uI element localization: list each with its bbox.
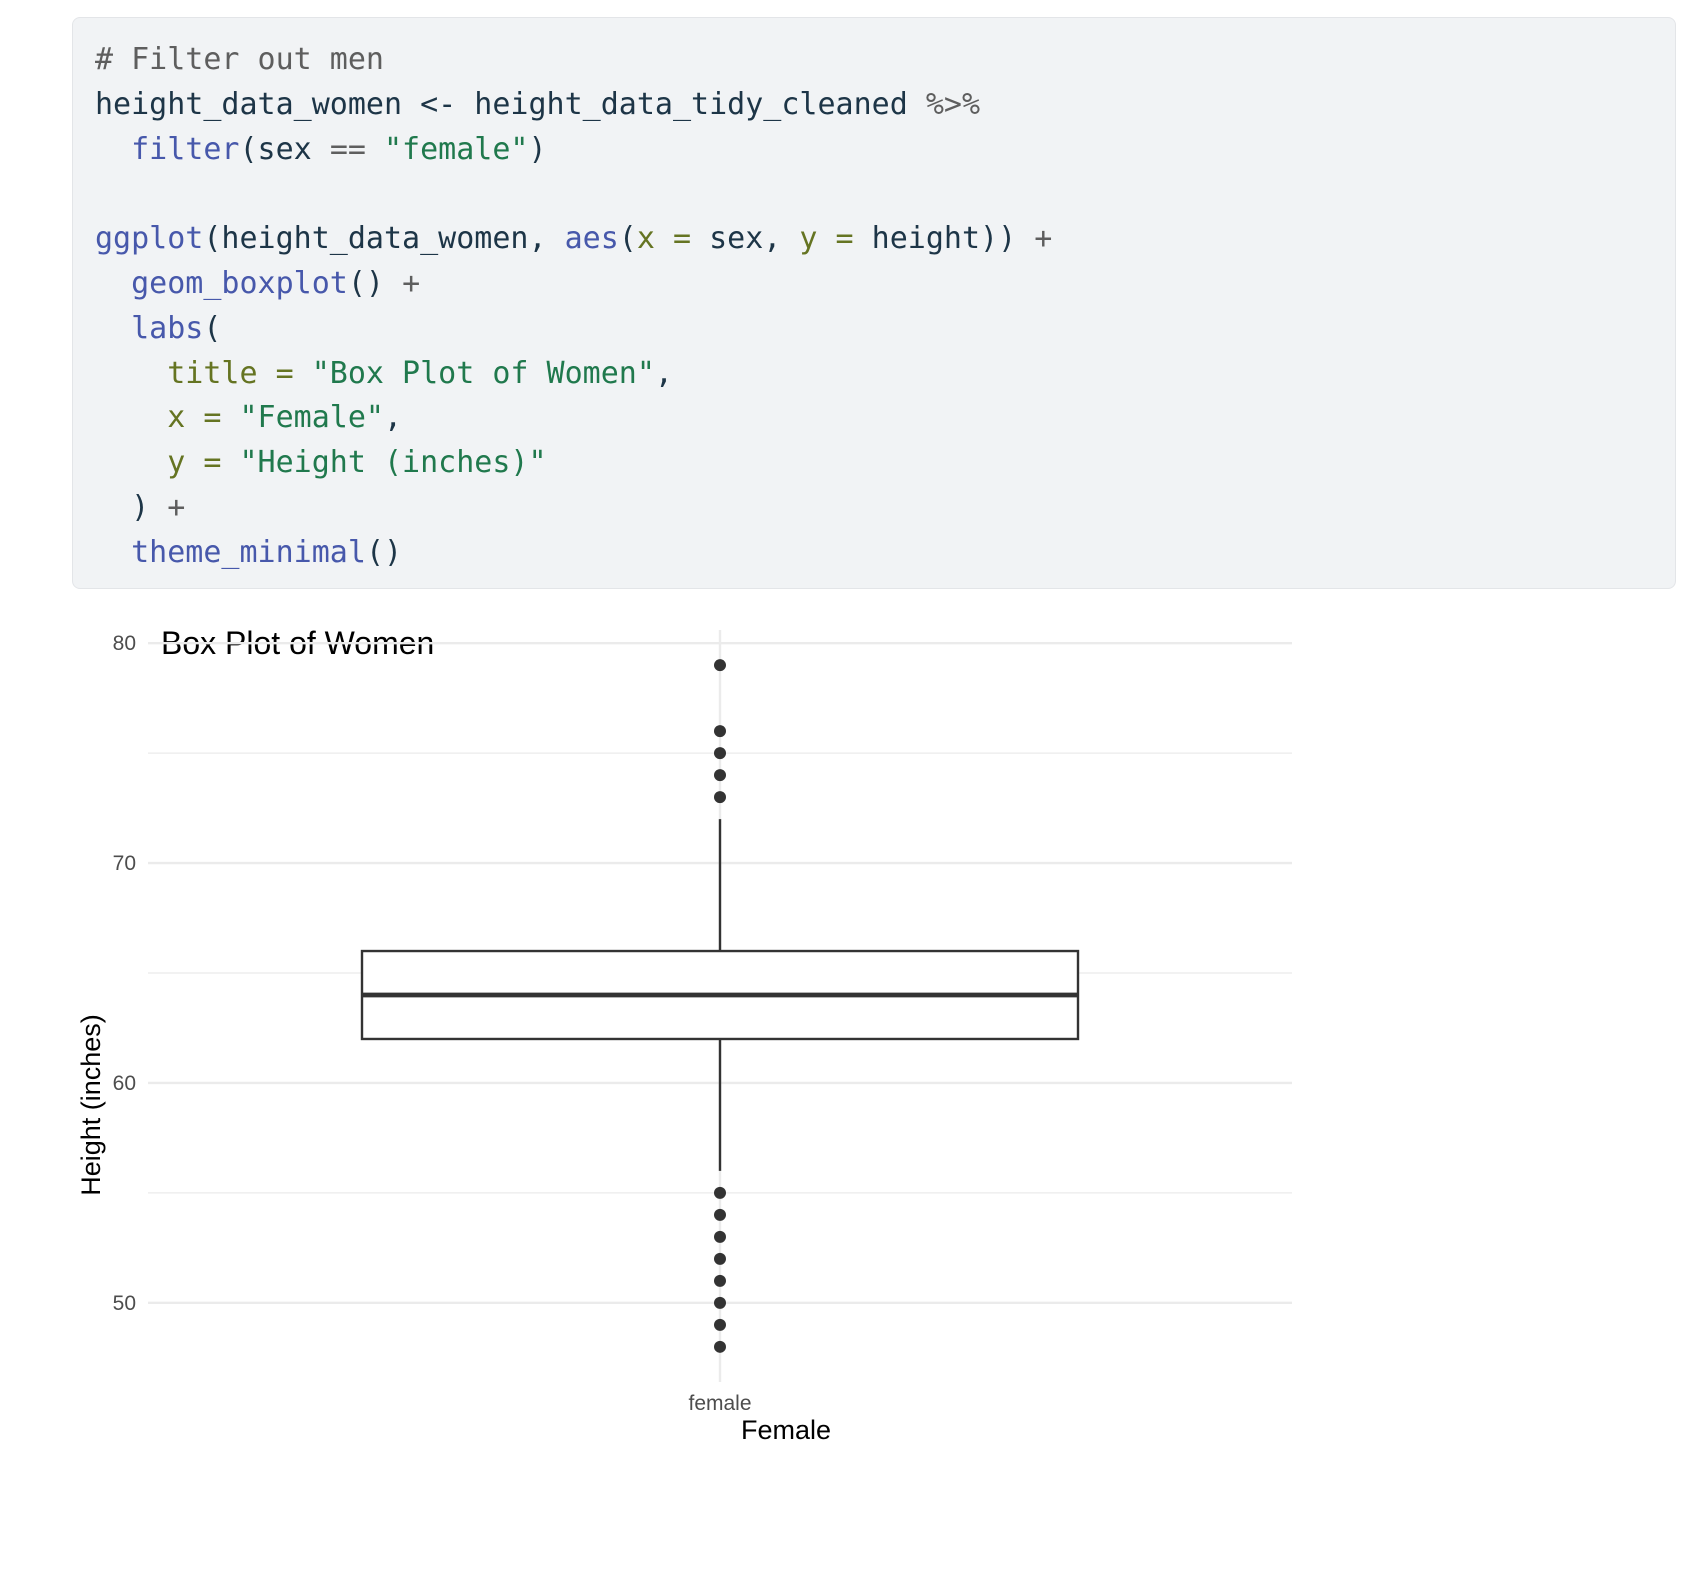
code-line: filter(sex == "female") xyxy=(95,128,1653,173)
outlier-point xyxy=(714,747,726,760)
code-token: sex, xyxy=(691,221,800,257)
x-axis-title: Female xyxy=(741,1415,831,1445)
code-token: x = xyxy=(167,400,222,436)
outlier-point xyxy=(714,1318,726,1331)
code-token: "female" xyxy=(384,131,529,167)
code-line: labs( xyxy=(95,307,1653,352)
code-token: height_data_tidy_cleaned xyxy=(456,86,926,122)
code-line: y = "Height (inches)" xyxy=(95,441,1653,486)
code-token: labs xyxy=(131,310,204,346)
code-token: == xyxy=(329,131,366,167)
code-line: ggplot(height_data_women, aes(x = sex, y… xyxy=(95,217,1653,262)
code-token: aes xyxy=(564,221,619,257)
code-token: <- xyxy=(420,86,457,122)
code-token xyxy=(95,266,131,301)
outlier-point xyxy=(714,725,726,738)
outlier-point xyxy=(714,659,726,672)
code-token: () xyxy=(365,534,403,570)
code-token: + xyxy=(167,489,186,525)
code-line: theme_minimal() xyxy=(95,531,1653,576)
code-token: filter xyxy=(131,131,240,167)
code-token xyxy=(95,535,131,570)
outlier-point xyxy=(714,1340,726,1353)
code-line: height_data_women <- height_data_tidy_cl… xyxy=(95,83,1653,128)
code-token: ( xyxy=(618,221,637,257)
code-token: "Female" xyxy=(239,400,385,436)
y-tick-label: 60 xyxy=(113,1072,136,1095)
code-token: ) xyxy=(528,131,547,167)
y-tick-label: 50 xyxy=(113,1292,136,1315)
code-token: height_data_women xyxy=(95,86,421,122)
code-token xyxy=(95,132,131,167)
outlier-point xyxy=(714,1208,726,1221)
code-token: (sex xyxy=(239,131,330,167)
code-token: + xyxy=(1034,221,1053,257)
outlier-point xyxy=(714,1186,726,1199)
code-token: () xyxy=(347,265,403,301)
outlier-point xyxy=(714,769,726,782)
x-tick-label: female xyxy=(688,1392,751,1415)
code-line: x = "Female", xyxy=(95,396,1653,441)
code-token: ( xyxy=(203,310,222,346)
code-token: + xyxy=(402,265,421,301)
code-token: y = xyxy=(167,445,222,481)
code-line: ) + xyxy=(95,486,1653,531)
y-tick-label: 70 xyxy=(113,852,136,875)
code-line: title = "Box Plot of Women", xyxy=(95,352,1653,397)
code-token xyxy=(95,356,167,391)
code-token: theme_minimal xyxy=(131,534,366,570)
code-token: , xyxy=(384,400,403,436)
code-block[interactable]: # Filter out men height_data_women <- hei… xyxy=(72,17,1676,589)
code-line xyxy=(95,172,1653,217)
code-token: "Box Plot of Women" xyxy=(311,355,655,391)
code-token: # Filter out men xyxy=(95,42,384,77)
code-token: geom_boxplot xyxy=(131,265,348,301)
code-line: geom_boxplot() + xyxy=(95,262,1653,307)
code-token: y = xyxy=(799,221,854,257)
code-token: height)) xyxy=(853,221,1035,257)
code-token: title = xyxy=(167,355,294,391)
y-tick-labels: 50 60 70 80 xyxy=(113,632,136,1315)
code-token: , xyxy=(654,355,673,391)
code-token: ggplot xyxy=(95,221,204,257)
code-line: # Filter out men xyxy=(95,38,1653,83)
code-token: %>% xyxy=(925,86,981,122)
code-token: ) xyxy=(95,489,168,525)
outlier-point xyxy=(714,1230,726,1243)
outlier-point xyxy=(714,1274,726,1287)
code-token: x = xyxy=(636,221,692,257)
code-token xyxy=(294,356,312,391)
code-token xyxy=(221,400,239,435)
code-token: "Height (inches)" xyxy=(239,445,547,481)
box-layer xyxy=(360,659,1080,1353)
code-token: (height_data_women, xyxy=(203,221,565,257)
code-token xyxy=(95,400,167,435)
outlier-point xyxy=(714,1296,726,1309)
y-axis-title: Height (inches) xyxy=(76,1014,106,1196)
code-token xyxy=(221,445,239,480)
x-tick-labels: female xyxy=(688,1392,751,1415)
code-token xyxy=(95,311,131,346)
code-token xyxy=(95,445,167,480)
outlier-point xyxy=(714,791,726,804)
y-tick-label: 80 xyxy=(113,632,136,655)
code-token xyxy=(366,132,384,167)
outlier-point xyxy=(714,1252,726,1265)
